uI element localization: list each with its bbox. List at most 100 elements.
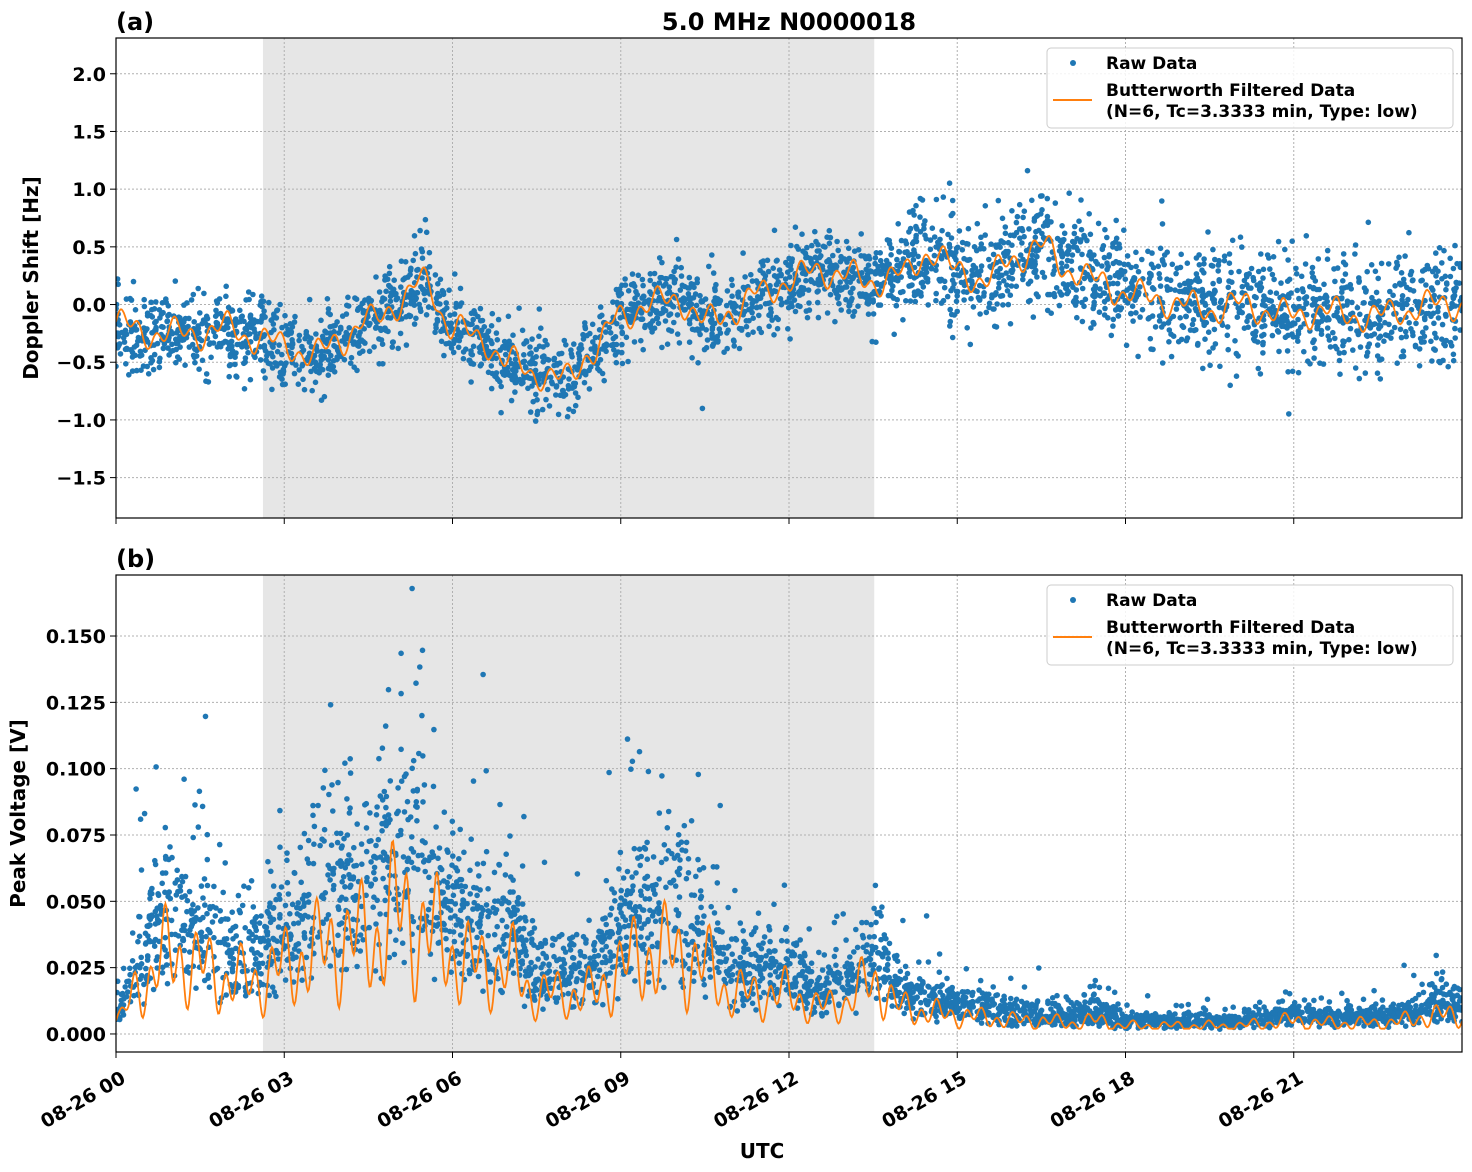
raw-data-point (493, 355, 500, 362)
raw-data-point (437, 276, 444, 283)
raw-data-point (911, 247, 917, 253)
raw-data-point (1114, 290, 1121, 297)
raw-data-point (1341, 349, 1347, 356)
raw-data-point (586, 386, 593, 392)
raw-data-point (1275, 329, 1282, 335)
raw-data-point (1117, 1007, 1123, 1013)
raw-data-point (411, 233, 418, 239)
raw-data-point (1111, 989, 1118, 996)
raw-data-point (1177, 282, 1183, 289)
raw-data-point (1029, 252, 1036, 258)
raw-data-point (978, 241, 985, 247)
raw-data-point (239, 902, 246, 909)
y-tick-label: −1.5 (56, 468, 106, 490)
raw-data-point (1199, 288, 1206, 295)
raw-data-point (217, 343, 224, 350)
raw-data-point (664, 825, 671, 831)
raw-data-point (1156, 318, 1163, 324)
raw-data-point (191, 319, 197, 325)
raw-data-point (267, 900, 273, 906)
raw-data-point (501, 338, 508, 345)
raw-data-point (206, 928, 212, 934)
raw-data-point (1443, 337, 1449, 344)
raw-data-point (947, 318, 954, 325)
raw-data-point (797, 303, 803, 310)
raw-data-point (138, 961, 145, 967)
y-tick-label: −0.5 (56, 352, 106, 374)
raw-data-point (611, 347, 617, 353)
raw-data-point (824, 310, 831, 316)
raw-data-point (394, 295, 401, 302)
raw-data-point (673, 264, 679, 271)
raw-data-point (675, 832, 682, 838)
raw-data-point (898, 237, 905, 244)
raw-data-point (196, 366, 202, 373)
raw-data-point (432, 329, 438, 336)
raw-data-point (225, 317, 232, 324)
raw-data-point (1412, 343, 1419, 350)
raw-data-point (383, 793, 390, 800)
raw-data-point (430, 853, 437, 860)
raw-data-point (1082, 296, 1089, 303)
raw-data-point (1332, 335, 1338, 342)
raw-data-point (1288, 290, 1294, 296)
raw-data-point (731, 343, 737, 349)
raw-data-point (348, 857, 354, 863)
raw-data-point (750, 298, 757, 305)
raw-data-point (1211, 326, 1218, 333)
raw-data-point (950, 210, 956, 217)
raw-data-point (1364, 268, 1370, 275)
raw-data-point (986, 256, 992, 263)
raw-data-point (451, 311, 458, 317)
raw-data-point (861, 275, 868, 281)
raw-data-point (1253, 294, 1259, 301)
raw-data-point (893, 302, 900, 309)
raw-data-point (116, 322, 123, 328)
raw-data-point (572, 380, 579, 387)
raw-data-point (409, 585, 415, 592)
raw-data-point (331, 342, 337, 349)
raw-data-point (1267, 266, 1273, 272)
raw-data-point (1107, 274, 1113, 281)
raw-data-point (613, 286, 620, 293)
raw-data-point (1402, 253, 1408, 259)
raw-data-point (708, 311, 715, 318)
raw-data-point (908, 251, 915, 258)
raw-data-point (644, 839, 650, 846)
raw-data-point (1234, 314, 1241, 321)
raw-data-point (569, 954, 576, 961)
raw-data-point (521, 341, 527, 347)
raw-data-point (203, 371, 210, 377)
raw-data-point (1260, 317, 1267, 323)
raw-data-point (1210, 345, 1216, 351)
raw-data-point (903, 298, 909, 304)
raw-data-point (493, 330, 500, 336)
raw-data-point (722, 321, 729, 328)
raw-data-point (1295, 338, 1301, 345)
raw-data-point (645, 768, 652, 775)
raw-data-point (927, 246, 934, 253)
raw-data-point (1007, 292, 1014, 299)
raw-data-point (1206, 349, 1212, 355)
raw-data-point (308, 344, 315, 350)
raw-data-point (1250, 274, 1256, 281)
raw-data-point (457, 285, 464, 292)
raw-data-point (548, 379, 555, 385)
raw-data-point (470, 343, 477, 350)
raw-data-point (1132, 297, 1138, 304)
raw-data-point (116, 281, 121, 288)
raw-data-point (367, 320, 373, 327)
raw-data-point (685, 870, 692, 876)
raw-data-point (695, 771, 702, 778)
raw-data-point (1386, 321, 1392, 328)
raw-data-point (1159, 360, 1166, 366)
raw-data-point (631, 845, 638, 852)
raw-data-point (1286, 411, 1292, 417)
raw-data-point (544, 341, 550, 348)
raw-data-point (1402, 328, 1409, 335)
raw-data-point (888, 245, 895, 251)
raw-data-point (1156, 271, 1162, 277)
raw-data-point (1303, 233, 1310, 239)
raw-data-point (787, 274, 793, 280)
raw-data-point (185, 323, 191, 330)
